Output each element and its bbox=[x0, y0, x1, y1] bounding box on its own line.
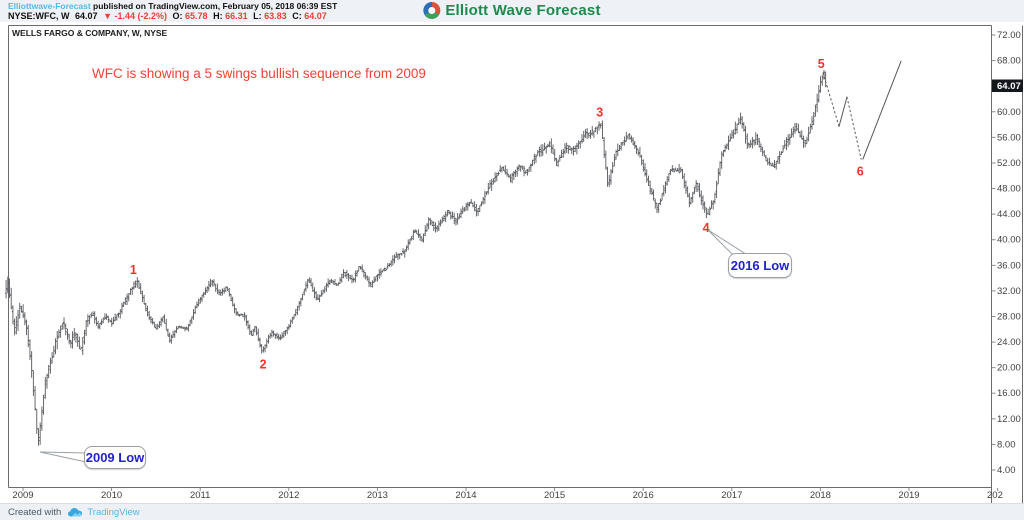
open-value: 65.78 bbox=[185, 11, 208, 21]
projection-line[interactable] bbox=[846, 96, 862, 160]
svg-text:48.00: 48.00 bbox=[997, 184, 1021, 195]
price-axis[interactable]: 4.00 8.00 12.00 16.00 20.00 24.00 28.00 32.00 36… bbox=[991, 30, 1021, 476]
ewf-logo-icon bbox=[423, 2, 441, 19]
callout-2016-low[interactable]: 2016 Low bbox=[728, 253, 792, 278]
high-value: 66.31 bbox=[225, 11, 248, 21]
svg-text:2019: 2019 bbox=[898, 490, 919, 501]
wave-label-3[interactable]: 3 bbox=[596, 105, 603, 119]
annotation-text[interactable]: WFC is showing a 5 swings bullish sequen… bbox=[92, 66, 426, 81]
svg-text:28.00: 28.00 bbox=[997, 311, 1021, 322]
projection-line[interactable] bbox=[862, 60, 902, 160]
price-change: ▼ -1.44 (-2.2%) bbox=[103, 11, 167, 21]
svg-text:12.00: 12.00 bbox=[997, 414, 1021, 425]
wave-label-6[interactable]: 6 bbox=[857, 164, 864, 178]
wave-label-4[interactable]: 4 bbox=[703, 221, 710, 235]
svg-text:40.00: 40.00 bbox=[997, 235, 1021, 246]
svg-text:2010: 2010 bbox=[101, 490, 122, 501]
svg-text:2018: 2018 bbox=[810, 490, 831, 501]
svg-text:2011: 2011 bbox=[190, 490, 210, 501]
svg-text:24.00: 24.00 bbox=[997, 337, 1021, 348]
tradingview-link[interactable]: TradingView bbox=[87, 506, 140, 518]
svg-text:2014: 2014 bbox=[455, 490, 476, 501]
svg-text:4.00: 4.00 bbox=[997, 465, 1016, 476]
footer-bar: Created with TradingView bbox=[0, 503, 1024, 520]
svg-text:68.00: 68.00 bbox=[997, 56, 1021, 67]
price-tag-value: 64.07 bbox=[997, 81, 1021, 92]
callout-tail bbox=[39, 451, 87, 463]
close-value: 64.07 bbox=[304, 11, 327, 21]
svg-text:16.00: 16.00 bbox=[997, 388, 1021, 399]
open-key: O: bbox=[172, 11, 183, 21]
chart-title: WELLS FARGO & COMPANY, W, NYSE bbox=[12, 28, 168, 38]
callout-2009-low[interactable]: 2009 Low bbox=[84, 446, 146, 469]
wave-label-1[interactable]: 1 bbox=[130, 263, 137, 277]
price-tag bbox=[992, 79, 1023, 92]
symbol-info: NYSE:WFC, W 64.07 ▼ -1.44 (-2.2%) O: 65.… bbox=[8, 11, 330, 21]
svg-text:72.00: 72.00 bbox=[997, 30, 1021, 41]
projection-line[interactable] bbox=[822, 72, 840, 127]
low-key: L: bbox=[253, 11, 262, 21]
svg-text:8.00: 8.00 bbox=[997, 439, 1016, 450]
ohlc-bars bbox=[5, 69, 827, 446]
svg-text:2012: 2012 bbox=[278, 490, 299, 501]
author-link[interactable]: Elliottwave-Forecast bbox=[8, 1, 91, 11]
wave-label-5[interactable]: 5 bbox=[818, 57, 825, 71]
svg-text:56.00: 56.00 bbox=[997, 132, 1021, 143]
projection-line[interactable] bbox=[838, 96, 848, 127]
ewf-brand-text: Elliott Wave Forecast bbox=[445, 2, 601, 19]
publish-text: published on TradingView.com, February 0… bbox=[93, 1, 338, 11]
wave-label-2[interactable]: 2 bbox=[260, 357, 267, 371]
svg-text:2009: 2009 bbox=[12, 490, 33, 501]
header-bar: Elliottwave-Forecast published on Tradin… bbox=[0, 0, 1024, 22]
tradingview-cloud-icon bbox=[67, 507, 83, 517]
last-price: 64.07 bbox=[75, 11, 98, 21]
high-key: H: bbox=[213, 11, 223, 21]
publish-info: Elliottwave-Forecast published on Tradin… bbox=[8, 1, 337, 11]
low-value: 63.83 bbox=[264, 11, 287, 21]
svg-text:44.00: 44.00 bbox=[997, 209, 1021, 220]
svg-text:20.00: 20.00 bbox=[997, 363, 1021, 374]
svg-text:2016: 2016 bbox=[633, 490, 654, 501]
svg-text:36.00: 36.00 bbox=[997, 260, 1021, 271]
svg-text:32.00: 32.00 bbox=[997, 286, 1021, 297]
created-with-text: Created with bbox=[8, 506, 62, 518]
svg-text:52.00: 52.00 bbox=[997, 158, 1021, 169]
chart-frame bbox=[8, 25, 1023, 503]
svg-text:60.00: 60.00 bbox=[997, 107, 1021, 118]
svg-text:2020: 2020 bbox=[987, 490, 1008, 501]
symbol-name: NYSE:WFC, W bbox=[8, 11, 70, 21]
time-axis[interactable]: 2009 2010 2011 2012 2013 2014 2015 2016 2017 2018… bbox=[12, 488, 1008, 502]
svg-text:2015: 2015 bbox=[544, 490, 565, 501]
svg-text:2013: 2013 bbox=[367, 490, 388, 501]
svg-text:2017: 2017 bbox=[721, 490, 742, 501]
ewf-brand: Elliott Wave Forecast bbox=[423, 2, 600, 19]
close-key: C: bbox=[292, 11, 302, 21]
